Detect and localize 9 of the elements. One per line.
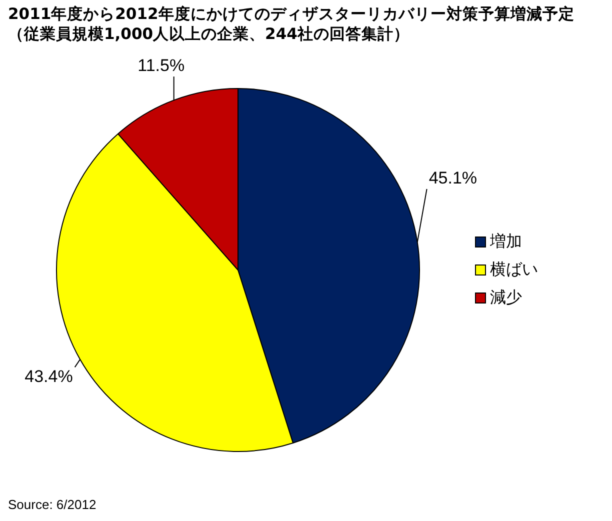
legend-label: 減少: [490, 288, 522, 306]
data-label: 45.1%: [428, 168, 478, 188]
chart-title: 2011年度から2012年度にかけてのディザスターリカバリー対策予算増減予定: [8, 4, 574, 24]
legend-label: 増加: [489, 232, 522, 250]
source-note: Source: 6/2012: [8, 497, 96, 513]
chart-subtitle: （従業員規模1,000人以上の企業、244社の回答集計）: [8, 24, 410, 44]
legend-label: 横ばい: [490, 260, 538, 278]
data-label: 11.5%: [138, 56, 185, 76]
data-label: 43.4%: [24, 366, 73, 386]
